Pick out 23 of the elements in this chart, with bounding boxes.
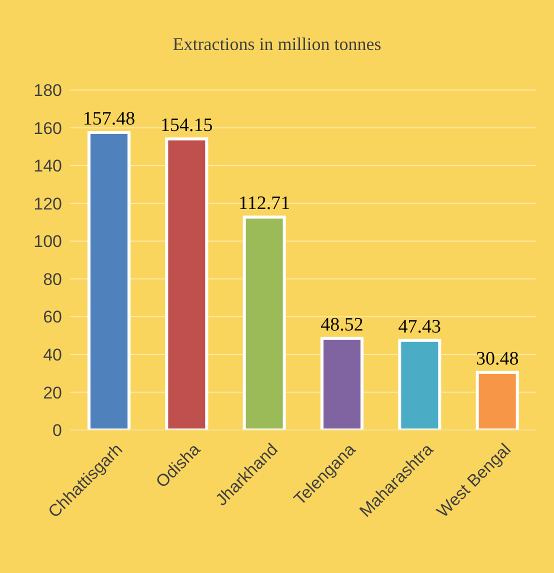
y-tick-label: 40 [43, 345, 62, 364]
bar [88, 131, 130, 430]
y-tick-label: 0 [52, 421, 62, 440]
data-label: 112.71 [238, 193, 290, 214]
bar [165, 137, 208, 430]
y-tick-label: 20 [43, 383, 62, 402]
bar [398, 338, 442, 430]
bar [320, 336, 364, 430]
y-tick-label: 100 [34, 232, 62, 252]
data-label: 157.48 [82, 108, 136, 130]
y-tick-label: 160 [34, 118, 62, 138]
data-label: 47.43 [398, 316, 442, 338]
y-tick-label: 60 [43, 308, 62, 327]
bar [242, 216, 286, 430]
bar [476, 370, 519, 430]
chart-title: Extractions in million tonnes [172, 34, 382, 55]
y-tick-label: 140 [34, 156, 62, 176]
data-label: 48.52 [320, 314, 364, 336]
y-tick-label: 180 [34, 81, 62, 100]
data-label: 154.15 [160, 114, 213, 136]
y-tick-label: 120 [34, 194, 62, 214]
data-label: 30.48 [476, 348, 519, 370]
y-tick-label: 80 [43, 270, 62, 289]
